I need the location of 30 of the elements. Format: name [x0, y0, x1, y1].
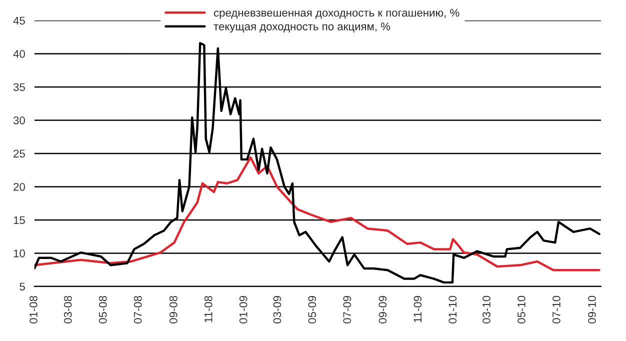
y-tick-label: 10 [14, 249, 25, 258]
legend-label: текущая доходность по акциям, % [214, 22, 390, 33]
x-tick-label: 01-10 [448, 296, 457, 324]
x-tick-label: 11-08 [204, 296, 212, 322]
y-tick-label: 45 [13, 16, 25, 25]
y-tick-label: 5 [20, 282, 25, 291]
x-tick-label: 09-09 [378, 296, 387, 324]
y-tick-label: 35 [13, 83, 25, 92]
x-tick-label: 03-09 [273, 296, 282, 324]
y-tick-label: 25 [14, 150, 25, 158]
x-tick-label: 09-10 [588, 296, 596, 324]
x-tick-label: 03-08 [64, 296, 72, 324]
y-tick-label: 15 [14, 216, 25, 224]
y-tick-label: 40 [13, 50, 25, 58]
x-tick-label: 07-10 [552, 296, 560, 324]
x-tick-label: 03-10 [482, 296, 490, 324]
line-series [34, 42, 600, 284]
x-tick-label: 05-10 [518, 296, 526, 324]
x-tick-label: 09-08 [169, 296, 178, 324]
x-tick-label: 11-09 [414, 296, 422, 322]
x-tick-label: 01-09 [239, 296, 248, 324]
x-tick-label: 01-08 [30, 296, 38, 324]
x-tick-label: 05-08 [98, 296, 107, 324]
x-tick-label: 07-08 [134, 296, 142, 324]
y-tick-label: 30 [13, 116, 25, 124]
legend-label: средневзвешенная доходность к погашению, % [214, 8, 460, 19]
line-series [34, 156, 600, 272]
y-tick-label: 20 [14, 182, 25, 191]
x-tick-label: 05-09 [308, 296, 316, 324]
x-tick-label: 07-09 [343, 296, 352, 324]
